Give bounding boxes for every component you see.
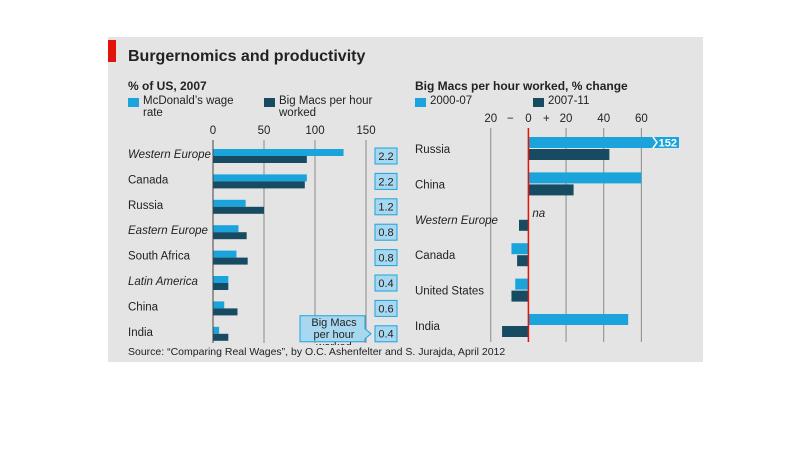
side-label-box (374, 299, 398, 317)
category-label: China (128, 301, 159, 313)
side-label: 1.2 (378, 202, 393, 214)
side-label: 0.6 (378, 303, 393, 315)
callout-text: Big Macs per hour worked (311, 316, 357, 345)
subtitle: % of US, 2007 (128, 79, 207, 93)
category-label: United States (415, 286, 484, 298)
category-label: South Africa (128, 251, 191, 263)
side-label-box (374, 198, 398, 216)
side-label: 0.8 (378, 227, 393, 239)
x-tick-label: 150 (356, 125, 375, 137)
side-label: 0.4 (378, 278, 393, 290)
side-label-box (374, 172, 398, 190)
bar (213, 301, 225, 309)
bar (213, 308, 238, 316)
bar (213, 333, 229, 341)
legend-label: McDonald’s wage rate (143, 95, 234, 119)
legend-swatch (128, 98, 139, 107)
bar (213, 199, 246, 207)
legend-swatch (264, 98, 275, 107)
bar (511, 290, 529, 302)
legend-label-box: 2007-11 (548, 95, 590, 107)
category-label: India (415, 321, 441, 333)
x-tick-label: 0 (210, 125, 216, 137)
legend-swatch (415, 98, 426, 107)
bar (528, 149, 610, 160)
bar (528, 314, 629, 325)
legend-label: 2000-07 (430, 95, 473, 107)
x-tick-label: 40 (597, 113, 610, 125)
category-label: Western Europe (415, 215, 498, 227)
value-label: 152 (659, 137, 677, 149)
axis-sign: − (507, 113, 514, 125)
bar (213, 174, 307, 182)
side-label-box (374, 223, 398, 241)
bar (213, 232, 247, 240)
side-label: 2.2 (378, 176, 393, 188)
annotation: na (532, 208, 545, 220)
bar (502, 326, 529, 337)
category-label: Latin America (128, 276, 198, 288)
x-tick-label: 50 (258, 125, 271, 137)
source: Source: “Comparing Real Wages”, by O.C. … (128, 346, 505, 358)
red-tag (108, 40, 116, 62)
bar (213, 326, 220, 334)
axis-sign: + (543, 113, 550, 125)
break-mark (652, 136, 658, 149)
legend-label-box: 2000-07 (430, 95, 473, 107)
side-label-box (374, 249, 398, 267)
category-label: China (415, 179, 446, 191)
callout-box: Big Macs per hour worked (311, 316, 357, 345)
bar (213, 276, 229, 283)
bar (213, 283, 229, 290)
bar (511, 243, 529, 255)
category-label: Eastern Europe (128, 225, 208, 237)
category-label: Russia (415, 144, 451, 156)
bar (519, 219, 529, 231)
side-label-box (374, 147, 398, 165)
bar (528, 172, 642, 184)
bar (213, 257, 248, 265)
category-label: Canada (415, 250, 456, 262)
callout (299, 315, 372, 343)
bar (213, 206, 264, 214)
side-label: 0.8 (378, 253, 393, 265)
side-label-box (374, 325, 398, 343)
category-label: Russia (128, 200, 164, 212)
side-label: 2.2 (378, 151, 393, 163)
bar (528, 184, 574, 196)
bar (515, 278, 529, 290)
chart-title: Burgernomics and productivity (128, 48, 365, 65)
x-tick-label: 100 (305, 125, 324, 137)
side-label-box (374, 274, 398, 292)
legend-label: Big Macs per hour worked (279, 95, 373, 119)
bar (213, 225, 239, 233)
subtitle: Big Macs per hour worked, % change (415, 79, 628, 93)
legend-label-box: McDonald’s wage rate (143, 95, 234, 119)
bar (213, 149, 344, 156)
bar (213, 250, 237, 258)
category-label: Canada (128, 174, 169, 186)
x-tick-label: 20 (484, 113, 497, 125)
category-label: India (128, 327, 154, 339)
bar (213, 181, 305, 189)
bar (213, 156, 307, 163)
side-label: 0.4 (378, 329, 393, 341)
bar (517, 255, 529, 267)
legend-swatch (533, 98, 544, 107)
bar (528, 137, 679, 148)
x-tick-label: 60 (635, 113, 648, 125)
category-label: Western Europe (128, 149, 211, 161)
x-tick-label: 20 (560, 113, 573, 125)
legend-label: 2007-11 (548, 95, 590, 107)
x-tick-label: 0 (525, 113, 531, 125)
legend-label-box: Big Macs per hour worked (279, 95, 373, 119)
